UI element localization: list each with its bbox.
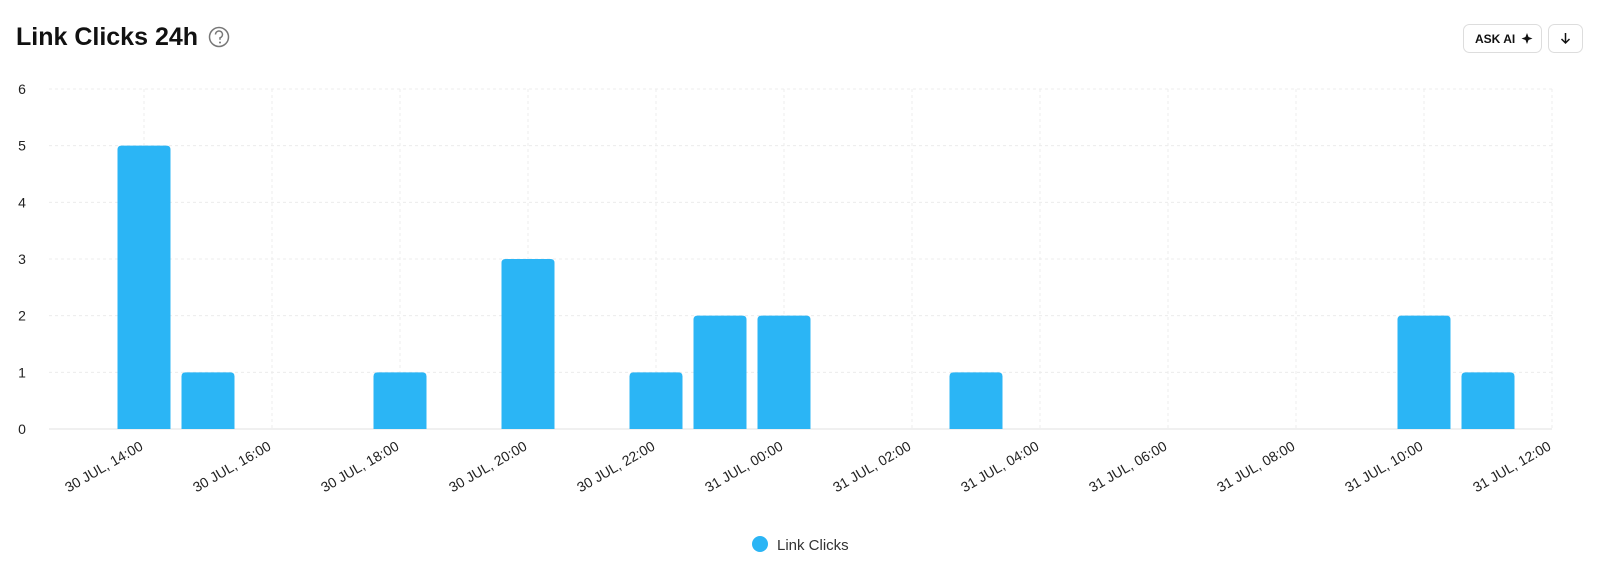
x-tick-label: 31 JUL, 00:00 bbox=[702, 438, 786, 496]
x-tick-label: 30 JUL, 18:00 bbox=[318, 438, 402, 496]
x-tick-label: 31 JUL, 08:00 bbox=[1214, 438, 1298, 496]
y-tick-label: 3 bbox=[18, 251, 26, 267]
x-tick-label: 31 JUL, 02:00 bbox=[830, 438, 914, 496]
ask-ai-label: ASK AI bbox=[1475, 32, 1515, 46]
x-tick-label: 30 JUL, 22:00 bbox=[574, 438, 658, 496]
bar bbox=[181, 372, 235, 429]
x-tick-label: 31 JUL, 06:00 bbox=[1086, 438, 1170, 496]
bar bbox=[117, 145, 171, 429]
bar bbox=[629, 372, 683, 429]
x-tick-label: 30 JUL, 14:00 bbox=[62, 438, 146, 496]
ask-ai-button[interactable]: ASK AI bbox=[1463, 24, 1542, 53]
legend-label: Link Clicks bbox=[777, 537, 849, 554]
y-tick-label: 4 bbox=[18, 194, 26, 210]
bar bbox=[501, 259, 555, 429]
download-button[interactable] bbox=[1548, 24, 1583, 53]
bar bbox=[1461, 372, 1515, 429]
x-tick-label: 30 JUL, 20:00 bbox=[446, 438, 530, 496]
bar bbox=[757, 315, 811, 429]
y-tick-label: 1 bbox=[18, 364, 26, 380]
bar bbox=[1397, 315, 1451, 429]
chart-title: Link Clicks 24h bbox=[16, 23, 198, 51]
x-tick-label: 31 JUL, 12:00 bbox=[1470, 438, 1554, 496]
help-icon[interactable] bbox=[208, 26, 230, 48]
x-tick-label: 31 JUL, 04:00 bbox=[958, 438, 1042, 496]
bar bbox=[949, 372, 1003, 429]
x-tick-label: 31 JUL, 10:00 bbox=[1342, 438, 1426, 496]
bar bbox=[373, 372, 427, 429]
y-tick-label: 5 bbox=[18, 138, 26, 154]
y-tick-label: 6 bbox=[18, 81, 26, 97]
y-tick-label: 2 bbox=[18, 308, 26, 324]
x-tick-label: 30 JUL, 16:00 bbox=[190, 438, 274, 496]
bar bbox=[693, 315, 747, 429]
y-tick-label: 0 bbox=[18, 421, 26, 437]
legend-marker bbox=[752, 536, 768, 552]
